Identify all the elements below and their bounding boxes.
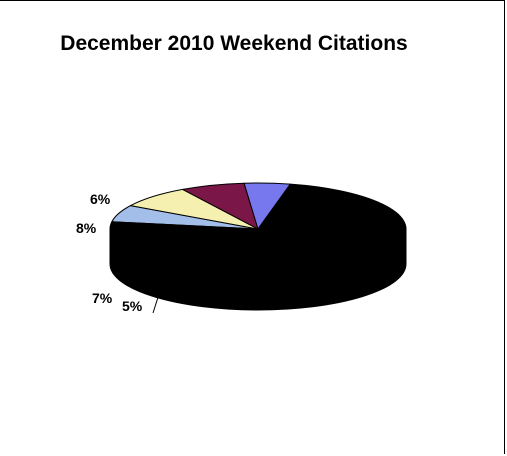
chart-title: December 2010 Weekend Citations [60,32,408,55]
pie-label-group: 6% 8% 7% 5% [76,191,161,314]
pie-slice-5 [109,183,407,276]
pie-label-1: 6% [90,191,111,207]
pie-label-3: 7% [92,290,113,306]
pie-label-4: 5% [122,298,143,314]
pie-top-group [109,182,407,276]
pie-label-2: 8% [76,220,97,236]
pie-leader-line [152,290,161,314]
